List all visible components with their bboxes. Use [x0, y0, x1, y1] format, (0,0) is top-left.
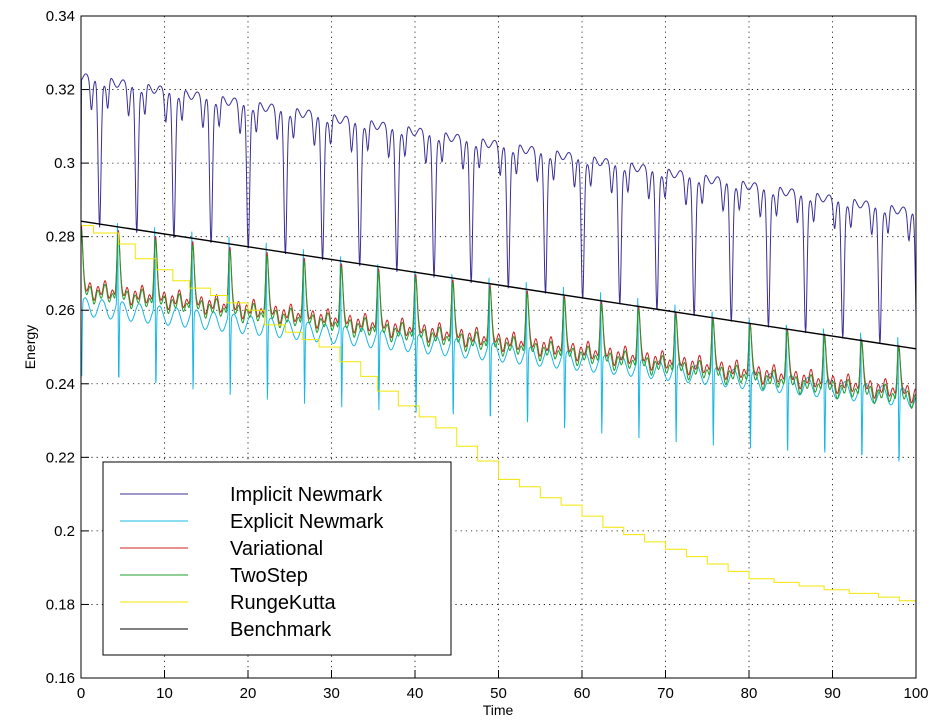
y-tick-label: 0.26 — [46, 302, 75, 319]
series-line — [81, 223, 916, 462]
y-tick-label: 0.18 — [46, 596, 75, 613]
y-axis-title: Energy — [22, 325, 38, 369]
y-tick-label: 0.2 — [54, 523, 75, 540]
x-tick-label: 70 — [657, 685, 674, 702]
axis-ticks: 0 10 20 30 40 50 60 70 80 90 100 0.16 0.18 0.2 0.22 0.2… — [46, 8, 929, 702]
legend-label: TwoStep — [230, 565, 308, 587]
legend-label: Explicit Newmark — [230, 511, 384, 533]
legend: Implicit Newmark Explicit Newmark Variatio… — [102, 461, 452, 656]
x-tick-label: 60 — [574, 685, 591, 702]
y-tick-label: 0.16 — [46, 670, 75, 687]
x-tick-label: 30 — [323, 685, 340, 702]
x-tick-label: 10 — [156, 685, 173, 702]
x-tick-label: 0 — [77, 685, 85, 702]
x-tick-label: 80 — [741, 685, 758, 702]
data-series-group — [81, 73, 916, 612]
legend-label: RungeKutta — [230, 592, 337, 614]
x-tick-label: 50 — [490, 685, 507, 702]
y-tick-label: 0.28 — [46, 229, 75, 246]
y-tick-label: 0.22 — [46, 449, 75, 466]
series-line — [81, 220, 916, 350]
y-tick-label: 0.3 — [54, 155, 75, 172]
legend-label: Variational — [230, 538, 323, 560]
series-line — [81, 225, 916, 404]
y-tick-label: 0.32 — [46, 82, 75, 99]
legend-label: Implicit Newmark — [230, 484, 383, 506]
x-tick-label: 40 — [407, 685, 424, 702]
series-line — [81, 225, 916, 612]
legend-label: Benchmark — [230, 619, 332, 641]
x-tick-label: 100 — [903, 685, 928, 702]
y-tick-label: 0.34 — [46, 8, 75, 25]
x-axis-title: Time — [483, 702, 514, 718]
y-tick-label: 0.24 — [46, 376, 75, 393]
series-line — [81, 73, 916, 344]
x-tick-label: 20 — [240, 685, 257, 702]
series-line — [81, 228, 916, 409]
x-tick-label: 90 — [824, 685, 841, 702]
